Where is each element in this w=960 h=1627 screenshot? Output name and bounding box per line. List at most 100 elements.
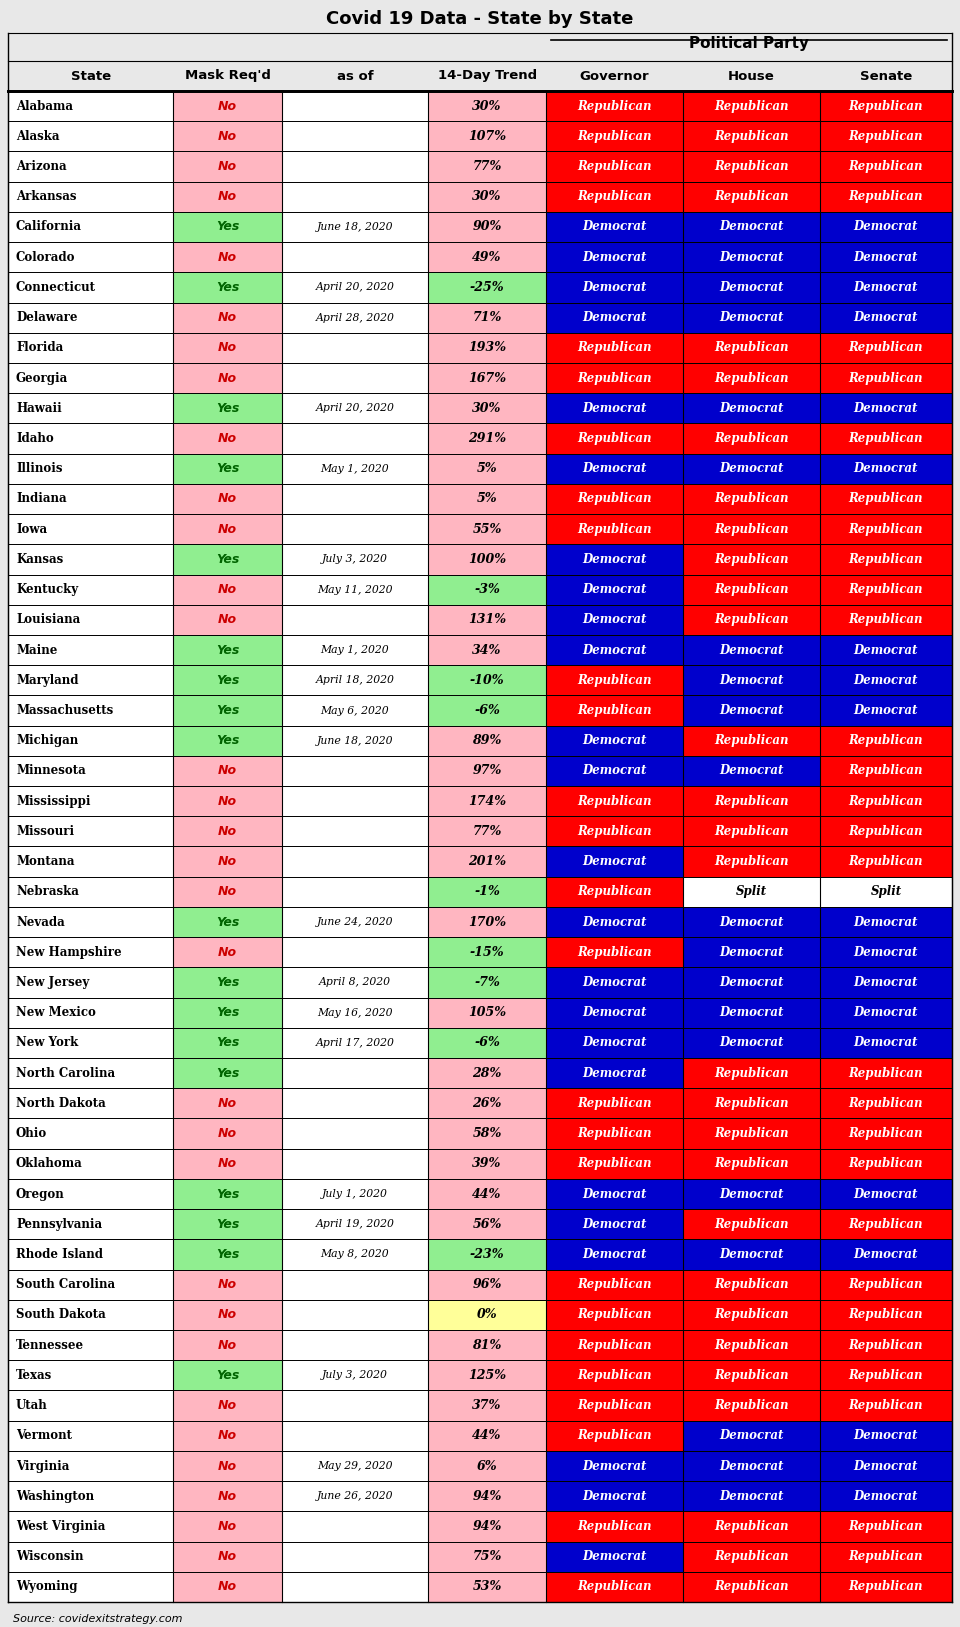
- Text: 94%: 94%: [472, 1520, 502, 1533]
- Bar: [173, 303, 282, 334]
- Bar: [173, 1028, 282, 1058]
- Text: Republican: Republican: [849, 1157, 924, 1170]
- Bar: [173, 182, 282, 212]
- Bar: [820, 1329, 952, 1360]
- Bar: [428, 1088, 546, 1118]
- Text: Republican: Republican: [577, 159, 652, 172]
- Text: Democrat: Democrat: [853, 251, 918, 264]
- Text: Mississippi: Mississippi: [16, 794, 90, 807]
- Bar: [546, 545, 683, 574]
- Text: May 1, 2020: May 1, 2020: [321, 644, 389, 656]
- Bar: [820, 242, 952, 272]
- Bar: [428, 1541, 546, 1572]
- Text: 75%: 75%: [472, 1551, 502, 1564]
- Bar: [683, 1451, 820, 1481]
- Bar: [8, 757, 173, 786]
- Text: April 19, 2020: April 19, 2020: [316, 1219, 395, 1230]
- Text: Republican: Republican: [577, 371, 652, 384]
- Text: Republican: Republican: [849, 1279, 924, 1292]
- Bar: [8, 1058, 173, 1088]
- Text: Republican: Republican: [849, 1339, 924, 1352]
- Bar: [546, 1269, 683, 1300]
- Bar: [173, 122, 282, 151]
- Bar: [546, 695, 683, 726]
- Text: 14-Day Trend: 14-Day Trend: [438, 70, 537, 83]
- Bar: [282, 635, 428, 665]
- Text: Democrat: Democrat: [853, 704, 918, 718]
- Text: Yes: Yes: [216, 644, 239, 657]
- Bar: [546, 1541, 683, 1572]
- Bar: [428, 968, 546, 997]
- Bar: [820, 363, 952, 394]
- Text: Republican: Republican: [577, 433, 652, 446]
- Bar: [428, 122, 546, 151]
- Bar: [546, 968, 683, 997]
- Bar: [173, 242, 282, 272]
- Text: Michigan: Michigan: [16, 734, 79, 747]
- Bar: [173, 1300, 282, 1329]
- Text: Yes: Yes: [216, 916, 239, 929]
- Text: Republican: Republican: [849, 734, 924, 747]
- Bar: [8, 1300, 173, 1329]
- Bar: [820, 786, 952, 817]
- Bar: [282, 1300, 428, 1329]
- Bar: [546, 786, 683, 817]
- Text: Republican: Republican: [577, 1339, 652, 1352]
- Text: South Carolina: South Carolina: [16, 1279, 115, 1292]
- Bar: [683, 182, 820, 212]
- Text: No: No: [218, 1157, 237, 1170]
- Bar: [820, 817, 952, 846]
- Text: Republican: Republican: [849, 99, 924, 112]
- Bar: [8, 1028, 173, 1058]
- Bar: [683, 514, 820, 545]
- Bar: [282, 363, 428, 394]
- Text: Democrat: Democrat: [719, 1188, 783, 1201]
- Bar: [546, 483, 683, 514]
- Text: New Mexico: New Mexico: [16, 1005, 96, 1019]
- Bar: [820, 997, 952, 1028]
- Bar: [683, 997, 820, 1028]
- Text: Arkansas: Arkansas: [16, 190, 77, 203]
- Bar: [546, 272, 683, 303]
- Bar: [546, 182, 683, 212]
- Text: July 3, 2020: July 3, 2020: [322, 1370, 388, 1380]
- Bar: [428, 242, 546, 272]
- Bar: [173, 1360, 282, 1391]
- Text: 37%: 37%: [472, 1399, 502, 1412]
- Bar: [282, 272, 428, 303]
- Bar: [820, 605, 952, 635]
- Text: May 11, 2020: May 11, 2020: [317, 584, 393, 594]
- Bar: [282, 877, 428, 906]
- Bar: [8, 454, 173, 483]
- Bar: [820, 1058, 952, 1088]
- Text: Democrat: Democrat: [853, 1188, 918, 1201]
- Bar: [8, 726, 173, 757]
- Bar: [428, 665, 546, 695]
- Text: Republican: Republican: [714, 1580, 789, 1593]
- Text: April 17, 2020: April 17, 2020: [316, 1038, 395, 1048]
- Text: House: House: [728, 70, 775, 83]
- Bar: [173, 817, 282, 846]
- Bar: [428, 695, 546, 726]
- Bar: [820, 726, 952, 757]
- Text: 105%: 105%: [468, 1005, 506, 1019]
- Text: Yes: Yes: [216, 281, 239, 294]
- Text: Republican: Republican: [577, 190, 652, 203]
- Bar: [8, 483, 173, 514]
- Bar: [820, 1209, 952, 1240]
- Bar: [546, 423, 683, 454]
- Text: Republican: Republican: [577, 1399, 652, 1412]
- Bar: [820, 454, 952, 483]
- Bar: [8, 1572, 173, 1603]
- Bar: [683, 1209, 820, 1240]
- Bar: [173, 363, 282, 394]
- Bar: [428, 454, 546, 483]
- Text: Republican: Republican: [577, 885, 652, 898]
- Bar: [820, 483, 952, 514]
- Text: Republican: Republican: [849, 342, 924, 355]
- Bar: [820, 1118, 952, 1149]
- Text: Democrat: Democrat: [719, 251, 783, 264]
- Bar: [8, 303, 173, 334]
- Text: No: No: [218, 765, 237, 778]
- Bar: [683, 1511, 820, 1541]
